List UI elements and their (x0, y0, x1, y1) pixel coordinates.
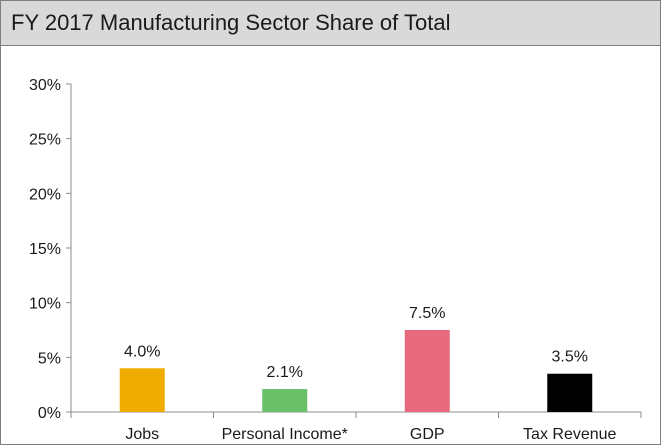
y-tick-label: 30% (29, 77, 61, 94)
bar (262, 389, 308, 412)
y-tick-label: 10% (29, 296, 61, 313)
bar (547, 373, 593, 412)
y-tick-label: 25% (29, 132, 61, 149)
bar (119, 368, 165, 412)
y-tick-label: 5% (38, 350, 61, 367)
category-label: Jobs (125, 426, 159, 443)
chart-title: FY 2017 Manufacturing Sector Share of To… (11, 10, 451, 35)
category-label: Personal Income* (222, 426, 348, 443)
y-tick-label: 0% (38, 405, 61, 422)
chart-title-bar: FY 2017 Manufacturing Sector Share of To… (1, 1, 660, 46)
category-label: Tax Revenue (523, 426, 616, 443)
bar (404, 330, 450, 412)
category-label: GDP (410, 426, 445, 443)
data-label: 3.5% (552, 349, 588, 366)
data-label: 2.1% (267, 364, 303, 381)
y-tick-label: 15% (29, 241, 61, 258)
data-label: 4.0% (124, 343, 160, 360)
y-tick-label: 20% (29, 186, 61, 203)
data-label: 7.5% (409, 305, 445, 322)
